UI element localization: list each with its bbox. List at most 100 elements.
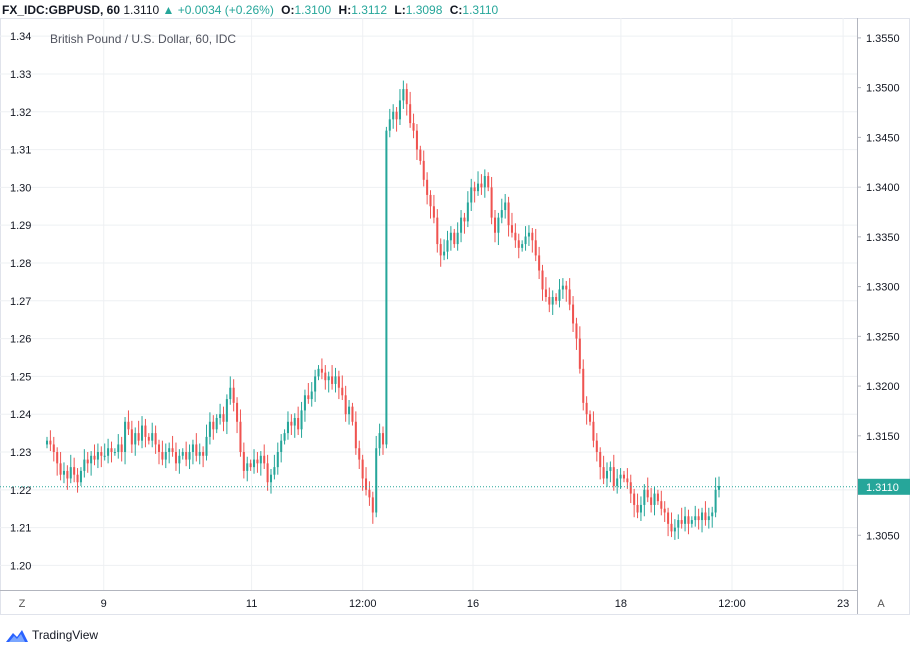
candle-body: [510, 225, 513, 233]
left-axis-tick-label: 1.34: [10, 31, 31, 43]
auto-scale-button[interactable]: A: [877, 598, 885, 610]
candle-body: [236, 402, 239, 422]
candle-body: [673, 527, 676, 532]
candle-body: [477, 183, 480, 192]
candle-body: [473, 187, 476, 192]
candle-body: [527, 232, 530, 237]
candle-body: [582, 368, 585, 403]
candle-body: [198, 452, 201, 456]
candle-body: [714, 489, 717, 513]
candle-body: [544, 289, 547, 298]
candle-body: [578, 338, 581, 369]
candle-body: [483, 176, 486, 188]
left-axis-tick-label: 1.20: [10, 560, 31, 572]
candle-body: [622, 474, 625, 479]
candle-body: [222, 414, 225, 422]
candle-body: [697, 516, 700, 521]
candle-body: [480, 183, 483, 188]
candle-body: [62, 470, 65, 475]
candle-body: [49, 440, 52, 445]
candle-body: [348, 406, 351, 415]
candle-body: [56, 452, 59, 464]
candle-body: [79, 470, 82, 483]
candle-body: [219, 414, 222, 418]
candle-body: [168, 448, 171, 453]
right-axis-tick-label: 1.3450: [866, 132, 900, 144]
candle-body: [263, 455, 266, 464]
left-axis-tick-label: 1.31: [10, 145, 31, 157]
candle-body: [694, 516, 697, 521]
high-value: 1.3112: [351, 3, 388, 17]
time-axis-tick-label: 12:00: [718, 598, 746, 610]
right-axis-tick-label: 1.3050: [866, 530, 900, 542]
candle-body: [66, 470, 69, 479]
candle-body: [402, 89, 405, 101]
zoom-button[interactable]: Z: [18, 598, 26, 610]
candle-body: [388, 119, 391, 131]
candle-body: [398, 100, 401, 120]
candle-body: [93, 455, 96, 460]
candle-body: [555, 297, 558, 301]
candle-body: [605, 470, 609, 479]
candle-body: [626, 478, 629, 483]
candle-body: [667, 512, 670, 524]
candle-body: [524, 236, 527, 245]
candle-body: [178, 455, 181, 464]
candle-body: [225, 399, 228, 422]
candle-body: [707, 516, 710, 521]
price-change: ▲ +0.0034 (+0.26%): [162, 3, 274, 17]
candle-body: [568, 289, 571, 305]
candle-body: [446, 240, 449, 252]
candle-body: [327, 376, 330, 381]
right-axis-tick-label: 1.3300: [866, 282, 900, 294]
candle-body: [290, 421, 293, 426]
candle-body: [273, 467, 276, 475]
candle-body: [361, 459, 364, 479]
candle-body: [246, 463, 249, 471]
candle-body: [551, 297, 554, 305]
right-axis-tick-label: 1.3550: [866, 33, 900, 45]
candle-body: [670, 523, 673, 532]
candle-body: [157, 444, 161, 453]
candle-body: [609, 467, 612, 471]
candle-body: [643, 489, 646, 505]
candle-body: [381, 433, 385, 445]
right-axis-tick-label: 1.3250: [866, 331, 900, 343]
brand-name: TradingView: [32, 628, 99, 642]
candle-body: [324, 372, 327, 381]
candle-body: [704, 512, 707, 521]
time-axis-tick-label: 9: [101, 598, 107, 610]
symbol-label[interactable]: FX_IDC:GBPUSD, 60: [2, 3, 121, 17]
left-axis-tick-label: 1.22: [10, 485, 31, 497]
candle-body: [717, 486, 721, 490]
candle-body: [456, 232, 459, 245]
left-axis-tick-label: 1.29: [10, 220, 31, 232]
candle-body: [76, 474, 79, 483]
candle-body: [711, 512, 714, 517]
candle-body: [371, 497, 374, 513]
candle-body: [541, 270, 544, 290]
candle-body: [616, 478, 619, 487]
candle-body: [229, 387, 232, 400]
candle-body: [232, 387, 235, 403]
candle-body: [419, 149, 422, 161]
candle-body: [307, 395, 310, 400]
candle-body: [137, 433, 140, 441]
brand-logo[interactable]: TradingView: [6, 626, 98, 644]
candle-body: [171, 448, 174, 453]
candle-body: [612, 467, 615, 487]
price-chart[interactable]: 1.34 1.33 1.32 1.31 1.30 1.29 1.28 1.27 1.26 1.25…: [0, 18, 910, 620]
high-label: H:: [338, 3, 352, 17]
candle-body: [378, 433, 381, 449]
candle-body: [497, 217, 500, 233]
left-axis-tick-label: 1.30: [10, 182, 31, 194]
time-axis-tick-label: 18: [615, 598, 627, 610]
candle-body: [212, 421, 215, 430]
close-value: 1.3110: [462, 3, 499, 17]
candle-body: [253, 459, 256, 468]
candle-body: [470, 187, 473, 203]
candle-body: [687, 516, 690, 524]
left-axis-tick-label: 1.24: [10, 409, 31, 421]
candle-body: [297, 417, 300, 430]
candle-body: [134, 433, 137, 445]
